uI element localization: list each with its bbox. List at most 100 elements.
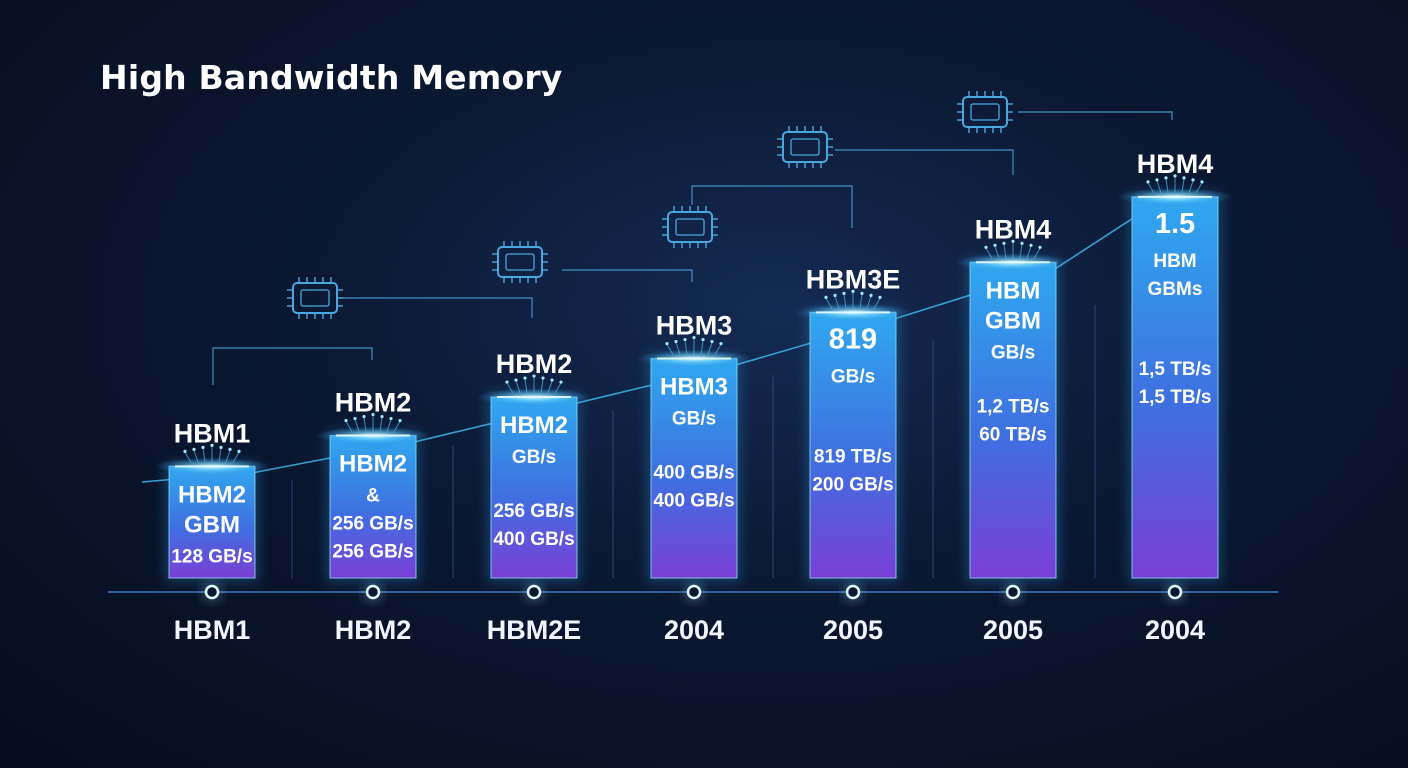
sparkle-line bbox=[1188, 180, 1194, 194]
sparkle-dot bbox=[541, 376, 545, 380]
bar bbox=[329, 434, 417, 579]
sparkle-dot bbox=[683, 337, 687, 342]
sparkle-line bbox=[1026, 246, 1032, 259]
sparkle-line bbox=[1195, 182, 1203, 194]
circuit-trace bbox=[212, 347, 373, 385]
bar-value-text: GBMs bbox=[1148, 279, 1203, 300]
sparkle-dot bbox=[1191, 178, 1195, 182]
sparkle-line bbox=[524, 378, 528, 394]
sparkle-line bbox=[859, 294, 863, 309]
sparkle-dot bbox=[878, 295, 882, 299]
axis-node bbox=[845, 584, 861, 600]
circuit-trace bbox=[691, 185, 853, 228]
bar bbox=[650, 357, 738, 579]
sparkle-dot bbox=[228, 447, 232, 451]
sparkle-line bbox=[1003, 244, 1007, 259]
sparkle-dot bbox=[993, 243, 997, 247]
sparkle-line bbox=[354, 419, 360, 432]
sparkle-line bbox=[1165, 178, 1169, 193]
chip-icon bbox=[492, 241, 548, 283]
sparkle-dot bbox=[389, 416, 393, 421]
bar-value-text: GB/s bbox=[672, 409, 716, 430]
sparkle-line bbox=[554, 382, 562, 394]
bar-value-text: HBM2 bbox=[178, 481, 246, 508]
sparkle-dot bbox=[1164, 176, 1168, 180]
sparkle-dot bbox=[505, 380, 509, 384]
sparkle-dot bbox=[1020, 241, 1024, 245]
sparkle-line bbox=[184, 452, 192, 463]
sparkle-line bbox=[193, 450, 199, 463]
sparkle-line bbox=[675, 342, 681, 355]
bar-label: HBM3 bbox=[656, 311, 733, 341]
sparkle-dot bbox=[550, 378, 554, 382]
sparkle-dot bbox=[984, 245, 988, 249]
circuit-trace bbox=[835, 149, 1014, 175]
sparkle-line bbox=[714, 344, 722, 355]
sparkle-dot bbox=[201, 445, 205, 449]
bar-value-text: HBM bbox=[1153, 251, 1196, 272]
sparkle-line bbox=[707, 342, 713, 355]
x-tick-label: 2004 bbox=[1145, 615, 1205, 645]
x-tick-label: 2004 bbox=[664, 615, 724, 645]
bar-value-text: 1,5 TB/s bbox=[1139, 359, 1212, 380]
bar-value-text: GB/s bbox=[512, 447, 556, 468]
bar-value-text: 400 GB/s bbox=[653, 463, 734, 484]
chip-icon bbox=[662, 206, 718, 248]
sparkle-dot bbox=[380, 414, 384, 419]
circuit-trace bbox=[342, 297, 533, 318]
bar-value-text: 1,5 TB/s bbox=[1139, 387, 1212, 408]
bar-value-text: HBM2 bbox=[339, 451, 407, 478]
sparkle-line bbox=[345, 421, 353, 432]
sparkle-line bbox=[540, 378, 544, 394]
bar bbox=[1131, 196, 1219, 579]
sparkle-dot bbox=[1200, 180, 1204, 184]
bar-value-text: GBM bbox=[985, 307, 1041, 334]
sparkle-dot bbox=[192, 447, 196, 451]
sparkle-line bbox=[866, 296, 872, 309]
sparkle-line bbox=[386, 419, 392, 432]
sparkle-line bbox=[393, 421, 401, 432]
chip-icon bbox=[957, 91, 1013, 133]
sparkle-line bbox=[994, 246, 1000, 259]
sparkle-dot bbox=[1173, 174, 1177, 178]
circuit-trace bbox=[562, 269, 693, 282]
axis-node bbox=[1167, 584, 1183, 600]
bar-label: HBM4 bbox=[975, 214, 1052, 244]
sparkle-line bbox=[825, 298, 833, 309]
bar-value-text: HBM bbox=[986, 277, 1041, 304]
sparkle-line bbox=[1156, 180, 1162, 194]
sparkle-line bbox=[843, 294, 847, 309]
sparkle-line bbox=[379, 417, 383, 432]
bars: HBM1 HBM2 GBM 128 GB/s HBM2 HBM2 & 256 GB/s 256 … bbox=[154, 149, 1233, 582]
sparkle-dot bbox=[1155, 178, 1159, 182]
sparkle-line bbox=[1033, 248, 1041, 259]
sparkle-dot bbox=[371, 412, 375, 417]
axis-node bbox=[204, 584, 220, 600]
circuit-trace bbox=[1018, 111, 1173, 120]
sparkle-line bbox=[232, 452, 240, 463]
x-tick-label: 2005 bbox=[983, 615, 1043, 645]
sparkle-dot bbox=[842, 291, 846, 295]
x-tick-label: HBM2E bbox=[487, 615, 582, 645]
sparkle-line bbox=[547, 380, 553, 394]
sparkle-dot bbox=[851, 289, 855, 293]
bar-value-text: 400 GB/s bbox=[493, 529, 574, 550]
sparkle-dot bbox=[398, 418, 402, 423]
sparkle-dot bbox=[692, 335, 696, 340]
bar-label: HBM2 bbox=[496, 349, 573, 379]
bar-label: HBM3E bbox=[806, 264, 901, 294]
bar-label: HBM2 bbox=[335, 388, 412, 418]
bar-value-text: 60 TB/s bbox=[979, 424, 1047, 445]
x-tick-label: HBM2 bbox=[335, 615, 412, 645]
sparkle-line bbox=[1019, 244, 1023, 259]
page-title: High Bandwidth Memory bbox=[100, 58, 563, 97]
bar bbox=[969, 261, 1057, 579]
sparkle-dot bbox=[869, 293, 873, 297]
x-tick-label: 2005 bbox=[823, 615, 883, 645]
sparkle-dot bbox=[237, 449, 241, 453]
bar-value-text: GB/s bbox=[991, 342, 1035, 363]
sparkle-dot bbox=[219, 445, 223, 449]
bar-value-text: 256 GB/s bbox=[332, 542, 413, 563]
bar bbox=[809, 311, 897, 579]
